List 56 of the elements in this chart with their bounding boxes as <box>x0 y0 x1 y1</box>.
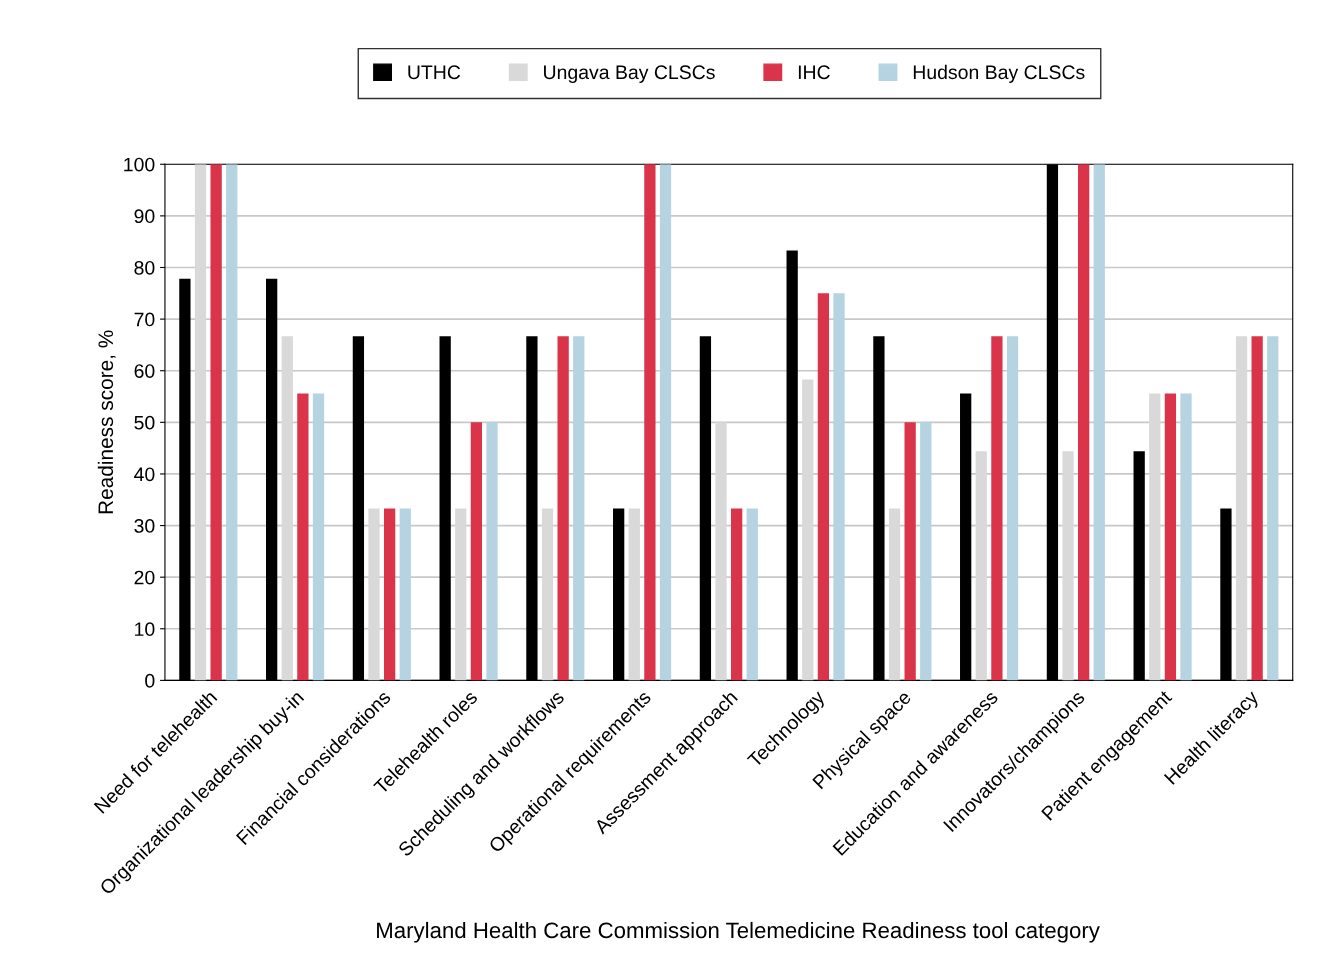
bar <box>557 336 569 681</box>
bar <box>486 422 498 681</box>
y-tick-label: 100 <box>124 157 155 172</box>
bar <box>312 393 325 681</box>
bar <box>226 164 238 681</box>
bar <box>1251 336 1263 681</box>
bar <box>210 164 222 681</box>
bar <box>368 508 380 681</box>
bar <box>817 293 830 681</box>
y-tick-label: 90 <box>134 209 155 224</box>
y-tick-label: 10 <box>135 622 155 637</box>
bar <box>1062 451 1074 681</box>
bar <box>1093 164 1105 681</box>
bar <box>644 164 656 681</box>
legend-label: Ungava Bay CLSCs <box>544 65 715 83</box>
bar <box>1180 393 1192 681</box>
x-axis-title: Maryland Health Care Commission Telemedicine Readiness tool category <box>377 921 1100 943</box>
bar <box>904 422 916 681</box>
bar <box>1164 393 1177 681</box>
bar <box>659 164 672 681</box>
bar <box>715 422 727 681</box>
bar <box>194 164 207 681</box>
y-tick-label: 20 <box>134 570 155 585</box>
bar <box>991 336 1003 681</box>
bar <box>541 508 554 681</box>
bar <box>470 422 483 681</box>
bar <box>746 508 758 681</box>
bar <box>802 379 814 681</box>
y-tick-label: 0 <box>145 673 155 688</box>
bar <box>731 508 743 681</box>
bar <box>383 508 396 681</box>
bar <box>833 293 845 681</box>
bar <box>888 508 901 681</box>
bar <box>573 336 585 681</box>
bar <box>1267 336 1279 681</box>
bar <box>920 422 932 681</box>
bar <box>628 508 640 681</box>
legend-label: Hudson Bay CLSCs <box>913 64 1085 83</box>
y-tick-label: 30 <box>134 519 155 533</box>
bar <box>281 336 293 681</box>
bar <box>1006 336 1019 681</box>
y-tick-label: 50 <box>134 415 155 430</box>
legend-label: IHC <box>798 65 830 80</box>
bar <box>1149 393 1161 681</box>
bar <box>399 508 411 681</box>
y-axis-title: Readiness score, % <box>97 330 116 514</box>
bar <box>1235 336 1248 681</box>
y-tick-label: 60 <box>134 364 155 378</box>
y-tick-label: 80 <box>134 260 155 275</box>
bar <box>975 451 987 681</box>
bar <box>1078 164 1090 681</box>
bar <box>455 508 467 681</box>
y-tick-label: 70 <box>134 312 155 327</box>
bar <box>297 393 309 681</box>
y-tick-label: 40 <box>134 467 155 482</box>
legend-label: UTHC <box>408 65 461 80</box>
